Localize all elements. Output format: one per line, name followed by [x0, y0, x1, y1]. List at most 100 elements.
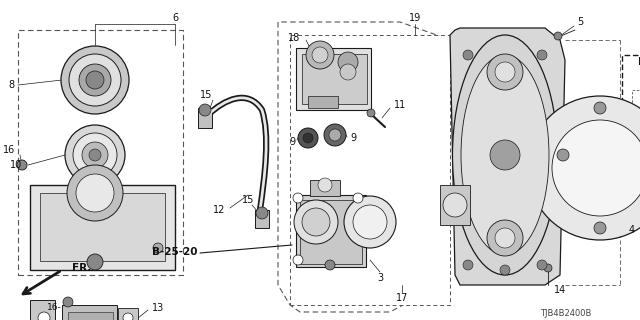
Text: 19: 19: [409, 13, 421, 23]
Text: 6: 6: [172, 13, 178, 23]
Bar: [30, 295, 140, 320]
Bar: [296, 195, 366, 267]
Circle shape: [256, 207, 268, 219]
Bar: [68, 312, 113, 320]
Bar: [440, 185, 470, 225]
Circle shape: [353, 193, 363, 203]
Text: FR.: FR.: [72, 263, 92, 273]
Bar: [18, 30, 183, 275]
Text: B-23: B-23: [637, 57, 640, 67]
Circle shape: [554, 32, 562, 40]
Circle shape: [324, 124, 346, 146]
Circle shape: [86, 71, 104, 89]
Circle shape: [443, 193, 467, 217]
Circle shape: [89, 149, 101, 161]
Circle shape: [302, 208, 330, 236]
Ellipse shape: [452, 35, 557, 275]
Text: 17: 17: [396, 293, 408, 303]
Circle shape: [487, 54, 523, 90]
Bar: [302, 54, 367, 104]
Bar: [308, 96, 338, 108]
Text: 10: 10: [10, 160, 22, 170]
Circle shape: [338, 52, 358, 72]
Polygon shape: [450, 28, 565, 285]
Text: 3: 3: [377, 273, 383, 283]
Circle shape: [537, 260, 547, 270]
Bar: [30, 300, 55, 320]
Bar: [62, 305, 117, 320]
Circle shape: [63, 297, 73, 307]
Text: 9: 9: [289, 137, 295, 147]
Circle shape: [73, 133, 117, 177]
Circle shape: [61, 46, 129, 114]
Circle shape: [82, 142, 108, 168]
Circle shape: [500, 265, 510, 275]
Circle shape: [65, 125, 125, 185]
Text: 11: 11: [394, 100, 406, 110]
Text: 15: 15: [242, 195, 254, 205]
Bar: [294, 180, 394, 275]
Circle shape: [303, 133, 313, 143]
Circle shape: [67, 165, 123, 221]
Circle shape: [463, 50, 473, 60]
Bar: [632, 90, 640, 125]
Circle shape: [528, 96, 640, 240]
Circle shape: [594, 222, 606, 234]
Circle shape: [463, 260, 473, 270]
Circle shape: [306, 41, 334, 69]
Circle shape: [495, 228, 515, 248]
Circle shape: [340, 64, 356, 80]
Circle shape: [325, 260, 335, 270]
Text: 16: 16: [3, 145, 15, 155]
Circle shape: [153, 243, 163, 253]
Text: 8: 8: [8, 80, 14, 90]
Circle shape: [79, 64, 111, 96]
Ellipse shape: [461, 55, 549, 255]
Circle shape: [17, 160, 27, 170]
Polygon shape: [278, 22, 445, 312]
Text: TJB4B2400B: TJB4B2400B: [540, 308, 591, 317]
Circle shape: [123, 313, 133, 320]
Circle shape: [544, 264, 552, 272]
Text: 5: 5: [577, 17, 583, 27]
Bar: [310, 180, 340, 196]
Text: 9: 9: [350, 133, 356, 143]
Circle shape: [87, 254, 103, 270]
Text: 12: 12: [212, 205, 225, 215]
Text: 14: 14: [554, 285, 566, 295]
Circle shape: [294, 200, 338, 244]
Circle shape: [537, 50, 547, 60]
Circle shape: [312, 47, 328, 63]
Circle shape: [490, 140, 520, 170]
Text: B-25-20: B-25-20: [152, 247, 198, 257]
Circle shape: [199, 104, 211, 116]
Circle shape: [353, 205, 387, 239]
Bar: [198, 108, 212, 128]
Circle shape: [594, 102, 606, 114]
Circle shape: [293, 193, 303, 203]
Text: 16-: 16-: [47, 303, 62, 313]
Circle shape: [495, 62, 515, 82]
Bar: [300, 200, 362, 264]
Text: 13: 13: [152, 303, 164, 313]
Text: 15: 15: [200, 90, 212, 100]
Bar: [290, 35, 450, 305]
Circle shape: [557, 149, 569, 161]
Circle shape: [552, 120, 640, 216]
Bar: [255, 210, 269, 228]
Text: 18: 18: [288, 33, 300, 43]
Bar: [622, 55, 640, 130]
Circle shape: [293, 255, 303, 265]
Bar: [40, 193, 165, 261]
Circle shape: [367, 109, 375, 117]
Circle shape: [329, 129, 341, 141]
Bar: [296, 48, 371, 110]
Circle shape: [298, 128, 318, 148]
Circle shape: [38, 312, 50, 320]
Circle shape: [318, 178, 332, 192]
Bar: [118, 308, 138, 320]
Circle shape: [344, 196, 396, 248]
Bar: [30, 185, 175, 270]
Circle shape: [487, 220, 523, 256]
Circle shape: [69, 54, 121, 106]
